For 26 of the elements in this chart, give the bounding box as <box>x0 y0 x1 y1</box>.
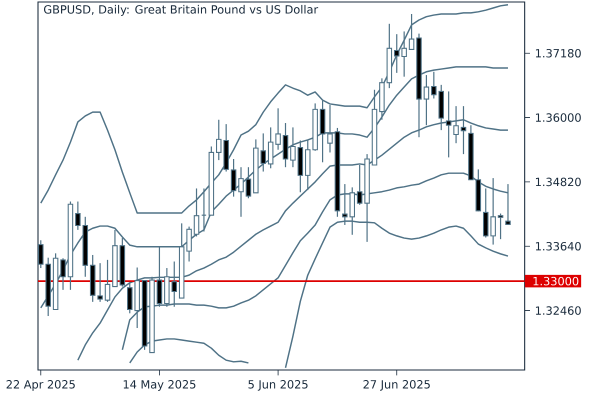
chart-title: GBPUSD, Daily: Great Britain Pound vs US Dollar <box>44 4 318 16</box>
candlestick <box>172 260 178 308</box>
x-tick-label: 5 Jun 2025 <box>248 380 308 391</box>
candlestick <box>431 71 437 100</box>
x-tick-label: 27 Jun 2025 <box>363 380 430 391</box>
candlestick <box>498 212 504 240</box>
candlestick <box>394 34 400 74</box>
candlestick <box>401 30 407 78</box>
candlestick <box>260 132 266 172</box>
candlestick <box>482 188 488 238</box>
candlestick <box>38 240 44 269</box>
y-tick-label: 1.37180 <box>536 48 581 58</box>
candlestick <box>97 262 103 302</box>
x-tick-label: 14 May 2025 <box>124 380 196 391</box>
ref-line-label: 1.33000 <box>534 276 578 286</box>
candlestick <box>127 282 133 314</box>
candlestick <box>75 200 81 230</box>
y-tick-label: 1.32460 <box>536 306 581 315</box>
y-tick-label: 1.36000 <box>536 113 581 122</box>
candlestick <box>268 126 274 169</box>
x-tick-label: 22 Apr 2025 <box>6 380 75 391</box>
y-tick-label: 1.33640 <box>536 242 581 251</box>
candlestick <box>186 226 192 262</box>
y-tick-label: 1.34820 <box>536 178 581 186</box>
candlestick <box>490 177 496 246</box>
candlestick <box>216 119 222 161</box>
